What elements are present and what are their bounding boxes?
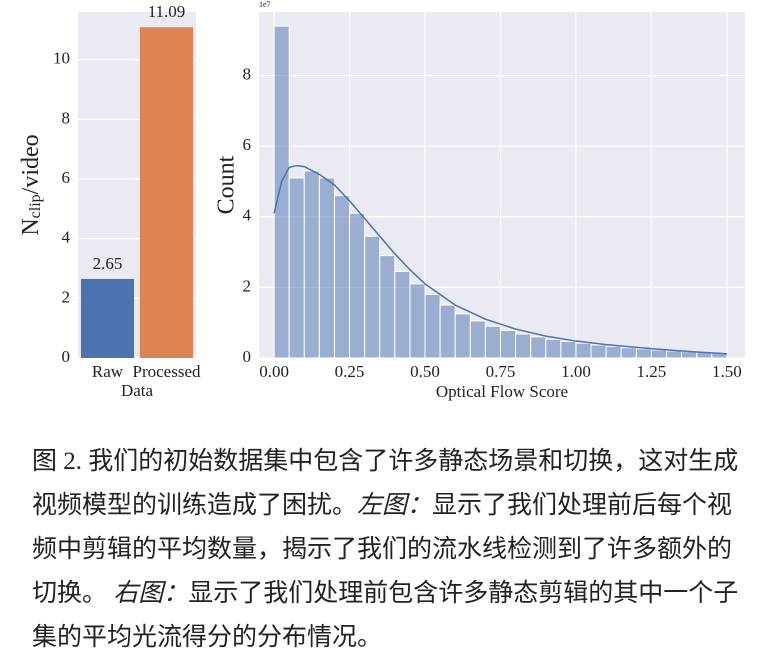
y-tick-label: 4 xyxy=(243,206,252,225)
y-tick-label: 8 xyxy=(243,64,252,83)
x-tick-label: 0.00 xyxy=(259,362,289,381)
histogram-bar xyxy=(364,235,381,359)
y-tick-label: 2 xyxy=(62,287,71,306)
histogram-bar xyxy=(454,313,471,359)
y-tick-label: 0 xyxy=(243,347,252,366)
caption-label: 右图： xyxy=(113,580,189,607)
histogram-bar xyxy=(666,350,683,359)
y-offset-label: 1e7 xyxy=(259,0,271,9)
y-tick-label: 2 xyxy=(243,276,252,295)
y-tick-label: 6 xyxy=(62,168,71,187)
histogram-bar xyxy=(469,320,486,359)
histogram-bar xyxy=(318,177,335,359)
y-tick-label: 0 xyxy=(62,347,71,366)
histogram-bar xyxy=(560,340,577,359)
x-tick-label: Processed xyxy=(133,362,201,381)
histogram-bar xyxy=(273,25,290,359)
histogram-bar xyxy=(545,338,562,359)
y-axis-label: Count xyxy=(214,155,240,214)
x-tick-label: 1.00 xyxy=(561,362,591,381)
x-axis-label: Optical Flow Score xyxy=(436,382,568,401)
histogram-bar xyxy=(409,283,426,359)
histogram-bar xyxy=(635,348,652,359)
histogram-bar xyxy=(394,271,411,359)
y-axis-label: Nclip/video xyxy=(18,134,45,235)
x-tick-label: Raw xyxy=(92,362,124,381)
caption-text: 显示了我们处理前后每个视频中剪辑的平均数量，揭示了我们的流水线检测到了许多额外的… xyxy=(32,492,733,607)
caption-label: 左图： xyxy=(357,492,433,519)
value-label: 2.65 xyxy=(93,254,123,273)
histogram-bar xyxy=(650,349,668,359)
histogram-bar xyxy=(333,195,351,359)
x-tick-label: 1.25 xyxy=(637,362,667,381)
y-tick-label: 10 xyxy=(53,49,70,68)
value-label: 11.09 xyxy=(148,2,186,21)
histogram-bar xyxy=(620,347,637,359)
histogram-bar xyxy=(439,304,456,359)
histogram-bar xyxy=(303,170,320,359)
histogram-bar xyxy=(605,345,622,359)
x-tick-label: 0.50 xyxy=(410,362,440,381)
histogram-bar xyxy=(681,351,698,359)
histogram-bar xyxy=(288,177,305,359)
histogram-bar xyxy=(349,212,366,359)
x-axis-label: Data xyxy=(121,381,154,400)
x-tick-label: 1.50 xyxy=(712,362,742,381)
y-axis-label-part: clip xyxy=(27,194,44,218)
histogram-bar xyxy=(499,329,517,359)
y-axis-label-part: /video xyxy=(18,134,44,194)
y-axis-label-part: N xyxy=(18,218,44,235)
x-tick-label: 0.25 xyxy=(335,362,365,381)
caption: 图 2. 我们的初始数据集中包含了许多静态场景和切换，这对生成视频模型的训练造成… xyxy=(32,440,747,660)
x-tick-label: 0.75 xyxy=(486,362,516,381)
y-tick-label: 4 xyxy=(62,228,71,247)
caption-text: 显示了我们处理前包含许多静态剪辑的其中一个子集的平均光流得分的分布情况。 xyxy=(32,580,739,651)
histogram-bar xyxy=(379,255,396,359)
histogram-bar xyxy=(424,293,441,359)
y-tick-label: 8 xyxy=(62,108,71,127)
bar xyxy=(80,278,135,358)
histogram-bar xyxy=(530,336,547,359)
histogram-bar xyxy=(590,344,607,359)
histogram-bar xyxy=(484,325,501,359)
caption-text: 图 2. 我们的初始数据集中包含了许多静态场景和切换，这对生成视频模型的训练造成… xyxy=(32,448,739,519)
histogram-bar xyxy=(575,342,592,359)
kde-line xyxy=(273,164,727,355)
y-tick-label: 6 xyxy=(243,135,252,154)
histogram-bar xyxy=(515,333,532,359)
bar xyxy=(139,27,194,359)
